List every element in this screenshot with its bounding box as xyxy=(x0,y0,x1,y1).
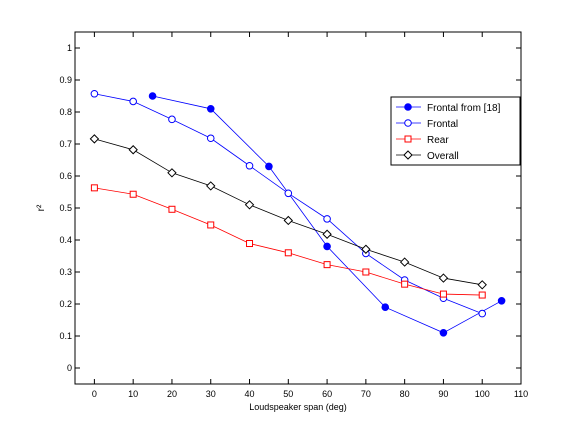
y-tick-label: 0.2 xyxy=(59,299,72,309)
x-tick-label: 60 xyxy=(322,389,332,399)
x-tick-label: 30 xyxy=(206,389,216,399)
x-axis-label: Loudspeaker span (deg) xyxy=(249,402,347,412)
x-tick-label: 90 xyxy=(438,389,448,399)
series-0 xyxy=(148,92,506,337)
legend-marker xyxy=(403,150,413,160)
data-point xyxy=(129,190,137,198)
legend-label: Rear xyxy=(427,135,449,146)
data-point xyxy=(206,134,215,143)
legend-marker xyxy=(404,119,412,127)
data-point xyxy=(168,205,176,213)
x-tick-label: 10 xyxy=(128,389,138,399)
data-point xyxy=(284,249,292,257)
data-point xyxy=(167,168,177,178)
data-point xyxy=(207,221,215,229)
data-point xyxy=(361,244,371,254)
data-point xyxy=(323,242,331,251)
legend-box xyxy=(390,96,521,166)
legend-label: Overall xyxy=(427,151,459,162)
data-point xyxy=(265,162,273,171)
data-point xyxy=(90,184,98,192)
data-point xyxy=(478,309,487,318)
y-axis-label: r² xyxy=(36,204,47,211)
x-tick-label: 0 xyxy=(92,389,97,399)
data-point xyxy=(478,291,486,299)
data-point xyxy=(362,268,370,276)
legend-marker xyxy=(404,103,412,111)
data-point xyxy=(399,257,410,267)
y-tick-label: 0.7 xyxy=(59,139,72,149)
data-point xyxy=(128,145,138,155)
legend: Frontal from [18] Frontal Rear Overall xyxy=(390,96,521,166)
data-point xyxy=(244,200,255,210)
x-tick-label: 20 xyxy=(167,389,177,399)
x-tick-label: 40 xyxy=(245,389,255,399)
data-point xyxy=(148,92,157,100)
y-tick-label: 0.3 xyxy=(59,267,72,277)
data-point xyxy=(497,297,506,305)
data-point xyxy=(439,329,448,337)
series-lines xyxy=(89,89,506,337)
axis-ticks: 0 10 20 30 40 50 60 70 80 90 100 110 0 0.1 0.2 0.3 0.4 0.… xyxy=(59,32,528,399)
plot-area xyxy=(74,31,522,385)
legend-marker xyxy=(404,135,412,143)
y-tick-label: 0.6 xyxy=(59,171,72,181)
legend-label: Frontal xyxy=(427,119,458,130)
data-point xyxy=(323,261,331,269)
data-point xyxy=(90,89,99,98)
legend-label: Frontal from [18] xyxy=(427,103,501,114)
series-3 xyxy=(89,134,487,290)
x-tick-label: 70 xyxy=(361,389,371,399)
data-point xyxy=(283,215,294,226)
y-tick-label: 0.4 xyxy=(59,235,72,245)
data-point xyxy=(89,134,100,144)
x-tick-label: 110 xyxy=(514,389,528,399)
legend-entry: Overall xyxy=(396,150,459,162)
data-point xyxy=(323,215,331,223)
y-tick-label: 1 xyxy=(67,43,72,53)
data-point xyxy=(439,290,447,298)
y-tick-label: 0.8 xyxy=(59,107,72,117)
y-tick-label: 0.9 xyxy=(59,75,72,85)
y-tick-label: 0.5 xyxy=(59,203,72,213)
data-point xyxy=(246,240,254,248)
data-point xyxy=(381,303,390,312)
data-point xyxy=(129,97,137,106)
x-tick-label: 50 xyxy=(283,389,293,399)
x-tick-label: 80 xyxy=(400,389,410,399)
legend-entry: Frontal from [18] xyxy=(396,103,501,114)
data-point xyxy=(245,161,254,170)
data-point xyxy=(322,229,332,239)
legend-entry: Frontal xyxy=(396,119,458,130)
data-point xyxy=(168,115,176,124)
legend-entry: Rear xyxy=(396,135,449,146)
data-point xyxy=(206,181,216,191)
y-tick-label: 0 xyxy=(67,363,72,373)
data-point xyxy=(284,189,293,198)
data-point xyxy=(206,105,215,113)
data-point xyxy=(438,273,449,283)
data-point xyxy=(401,280,409,288)
series-2 xyxy=(90,184,486,299)
data-point xyxy=(477,280,487,290)
x-tick-label: 100 xyxy=(475,389,490,399)
y-tick-label: 0.1 xyxy=(59,331,72,341)
